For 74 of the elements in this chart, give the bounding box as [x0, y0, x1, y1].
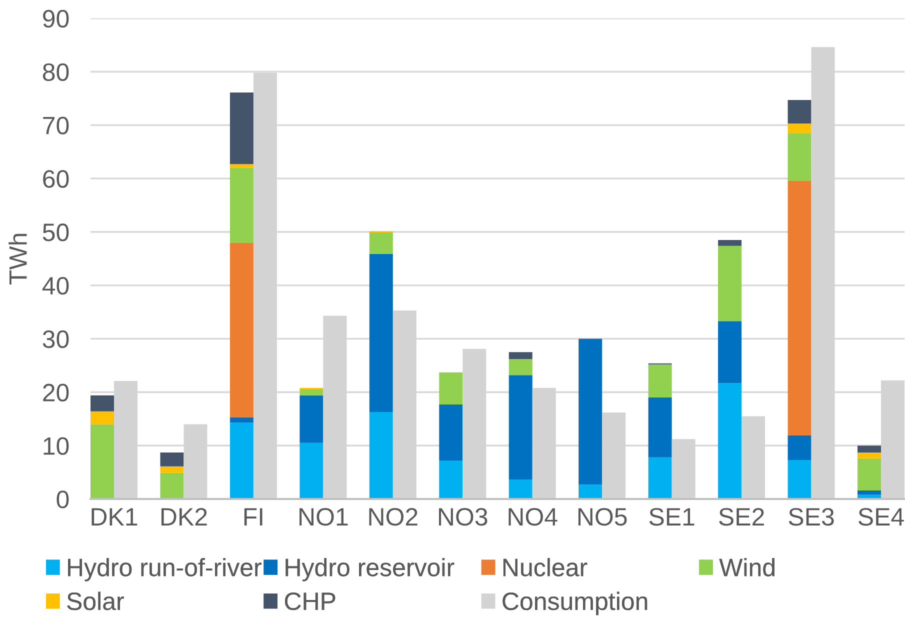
- bar: [439, 460, 463, 499]
- bar: [648, 457, 672, 499]
- x-tick-label: NO5: [578, 508, 627, 526]
- bar: [718, 321, 742, 384]
- bar: [439, 372, 463, 404]
- bar: [718, 246, 742, 322]
- bar: [90, 411, 114, 424]
- x-tick-label: NO1: [300, 508, 348, 526]
- legend-label: Wind: [719, 558, 774, 576]
- bar: [90, 395, 114, 412]
- bar: [788, 124, 812, 134]
- legend-label: Hydro reservoir: [286, 558, 454, 582]
- y-tick-label: 40: [42, 276, 69, 295]
- y-tick-label: 90: [43, 10, 69, 28]
- bar: [578, 338, 602, 485]
- legend-label: Solar: [67, 592, 124, 610]
- bar: [788, 180, 812, 436]
- x-tick-label: SE1: [649, 508, 694, 526]
- x-tick-label: SE4: [858, 508, 904, 526]
- bar: [230, 242, 254, 418]
- bar: [508, 359, 532, 376]
- x-tick-label: SE2: [719, 508, 764, 526]
- bar: [508, 480, 532, 499]
- bar: [300, 442, 324, 499]
- x-tick-label: NO4: [508, 508, 558, 526]
- x-tick-label: FI: [244, 508, 262, 526]
- bar: [648, 398, 672, 458]
- bar: [160, 472, 184, 499]
- legend-label: Hydro run-of-river: [68, 558, 262, 582]
- bar: [230, 168, 254, 243]
- y-tick-label: 10: [44, 437, 69, 455]
- bar: [230, 417, 254, 423]
- bar: [788, 460, 812, 499]
- y-tick-label: 30: [42, 330, 69, 348]
- bar: [369, 412, 393, 499]
- legend-label: Consumption: [502, 592, 648, 616]
- y-axis-title: TWh: [8, 234, 27, 284]
- y-tick-label: 50: [42, 224, 69, 242]
- x-tick-label: DK1: [92, 508, 138, 526]
- x-tick-label: NO3: [438, 508, 488, 526]
- bar: [369, 254, 393, 412]
- bar: [300, 395, 324, 443]
- bar: [648, 364, 672, 398]
- legend-label: CHP: [284, 592, 336, 610]
- bar: [300, 390, 324, 396]
- bar: [230, 164, 254, 168]
- x-tick-label: NO2: [369, 508, 418, 526]
- legend-label: Nuclear: [503, 558, 588, 576]
- bar: [858, 490, 881, 495]
- bar: [160, 452, 184, 466]
- bar: [230, 422, 254, 499]
- bar: [578, 484, 602, 499]
- bar: [858, 458, 881, 490]
- bar: [858, 446, 881, 453]
- bar: [718, 383, 742, 499]
- bar: [160, 466, 184, 473]
- bar: [90, 424, 114, 499]
- x-tick-label: DK2: [161, 508, 207, 526]
- bar: [858, 452, 881, 458]
- bar: [788, 133, 812, 181]
- y-tick-label: 0: [56, 490, 69, 508]
- bar: [718, 240, 742, 246]
- bar: [788, 100, 812, 124]
- bar: [508, 352, 532, 360]
- bar: [508, 375, 532, 480]
- bar: [369, 232, 393, 254]
- y-tick-label: 60: [43, 170, 69, 188]
- y-tick-label: 70: [43, 116, 69, 134]
- y-tick-label: 20: [43, 384, 69, 402]
- bar: [788, 435, 812, 460]
- bar: [439, 404, 463, 461]
- x-tick-label: SE3: [788, 508, 834, 526]
- y-tick-label: 80: [42, 63, 69, 82]
- bar: [230, 92, 254, 164]
